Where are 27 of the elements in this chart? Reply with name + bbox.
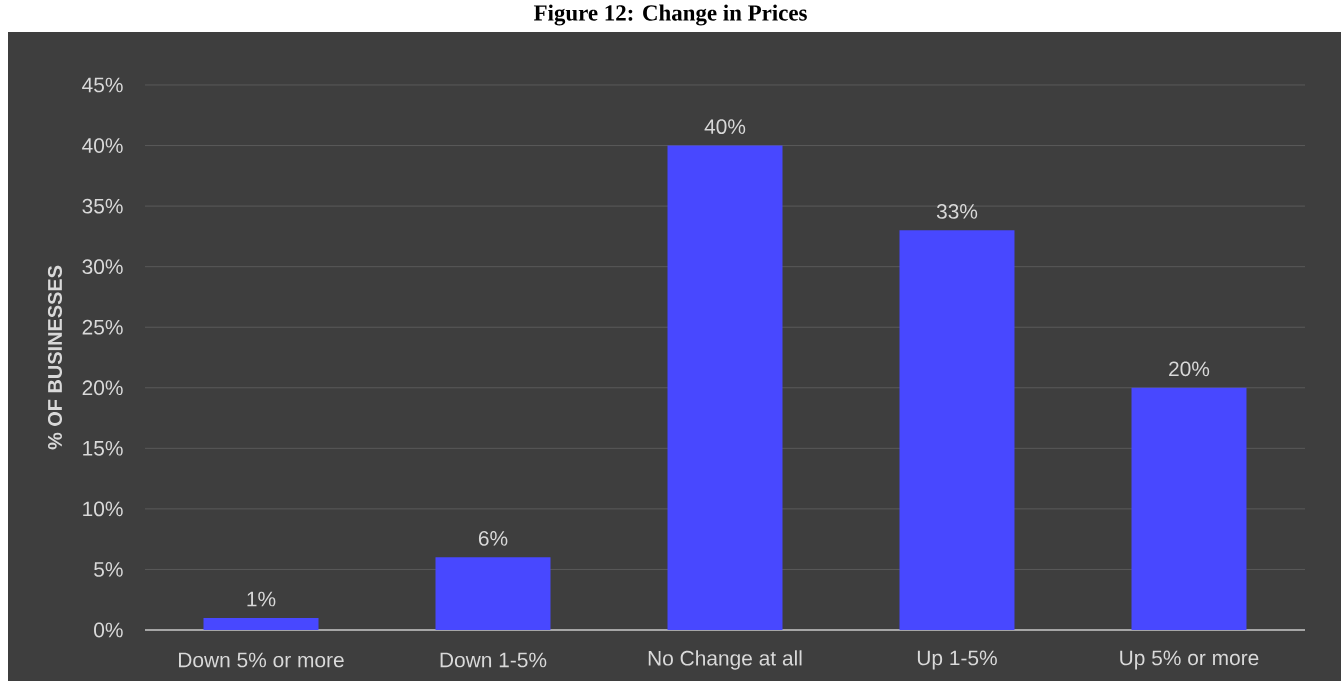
y-tick-label: 30% (82, 259, 123, 275)
data-label: 20% (1169, 361, 1210, 377)
x-tick-label: Up 5% or more (1120, 650, 1259, 670)
y-tick-label: 10% (83, 501, 123, 517)
data-label: 1% (247, 591, 276, 607)
y-tick-label: 45% (82, 77, 123, 93)
y-tick-label: 0% (94, 622, 123, 638)
x-tick-label: Up 1-5% (917, 650, 997, 670)
x-tick-label: Down 1-5% (440, 652, 547, 668)
y-tick-label: 25% (82, 319, 123, 335)
data-label: 40% (704, 119, 746, 135)
bar (435, 557, 551, 630)
data-label: 33% (936, 203, 978, 219)
y-tick-label: 40% (82, 138, 123, 153)
x-tick-label: Down 5% or more (179, 652, 344, 668)
chart-title: Figure 12: Change in Prices (533, 4, 807, 26)
y-axis-title: % OF BUSINESSES (47, 265, 63, 450)
bar (899, 230, 1015, 630)
y-tick-label: 35% (82, 198, 123, 214)
data-label: 6% (478, 531, 508, 546)
bar (667, 145, 783, 630)
y-tick-label: 5% (94, 562, 123, 577)
x-tick-label: No Change at all (648, 650, 802, 670)
bar (1131, 387, 1247, 630)
y-tick-label: 15% (83, 440, 123, 456)
y-tick-label: 20% (82, 380, 123, 396)
bar (203, 617, 319, 630)
